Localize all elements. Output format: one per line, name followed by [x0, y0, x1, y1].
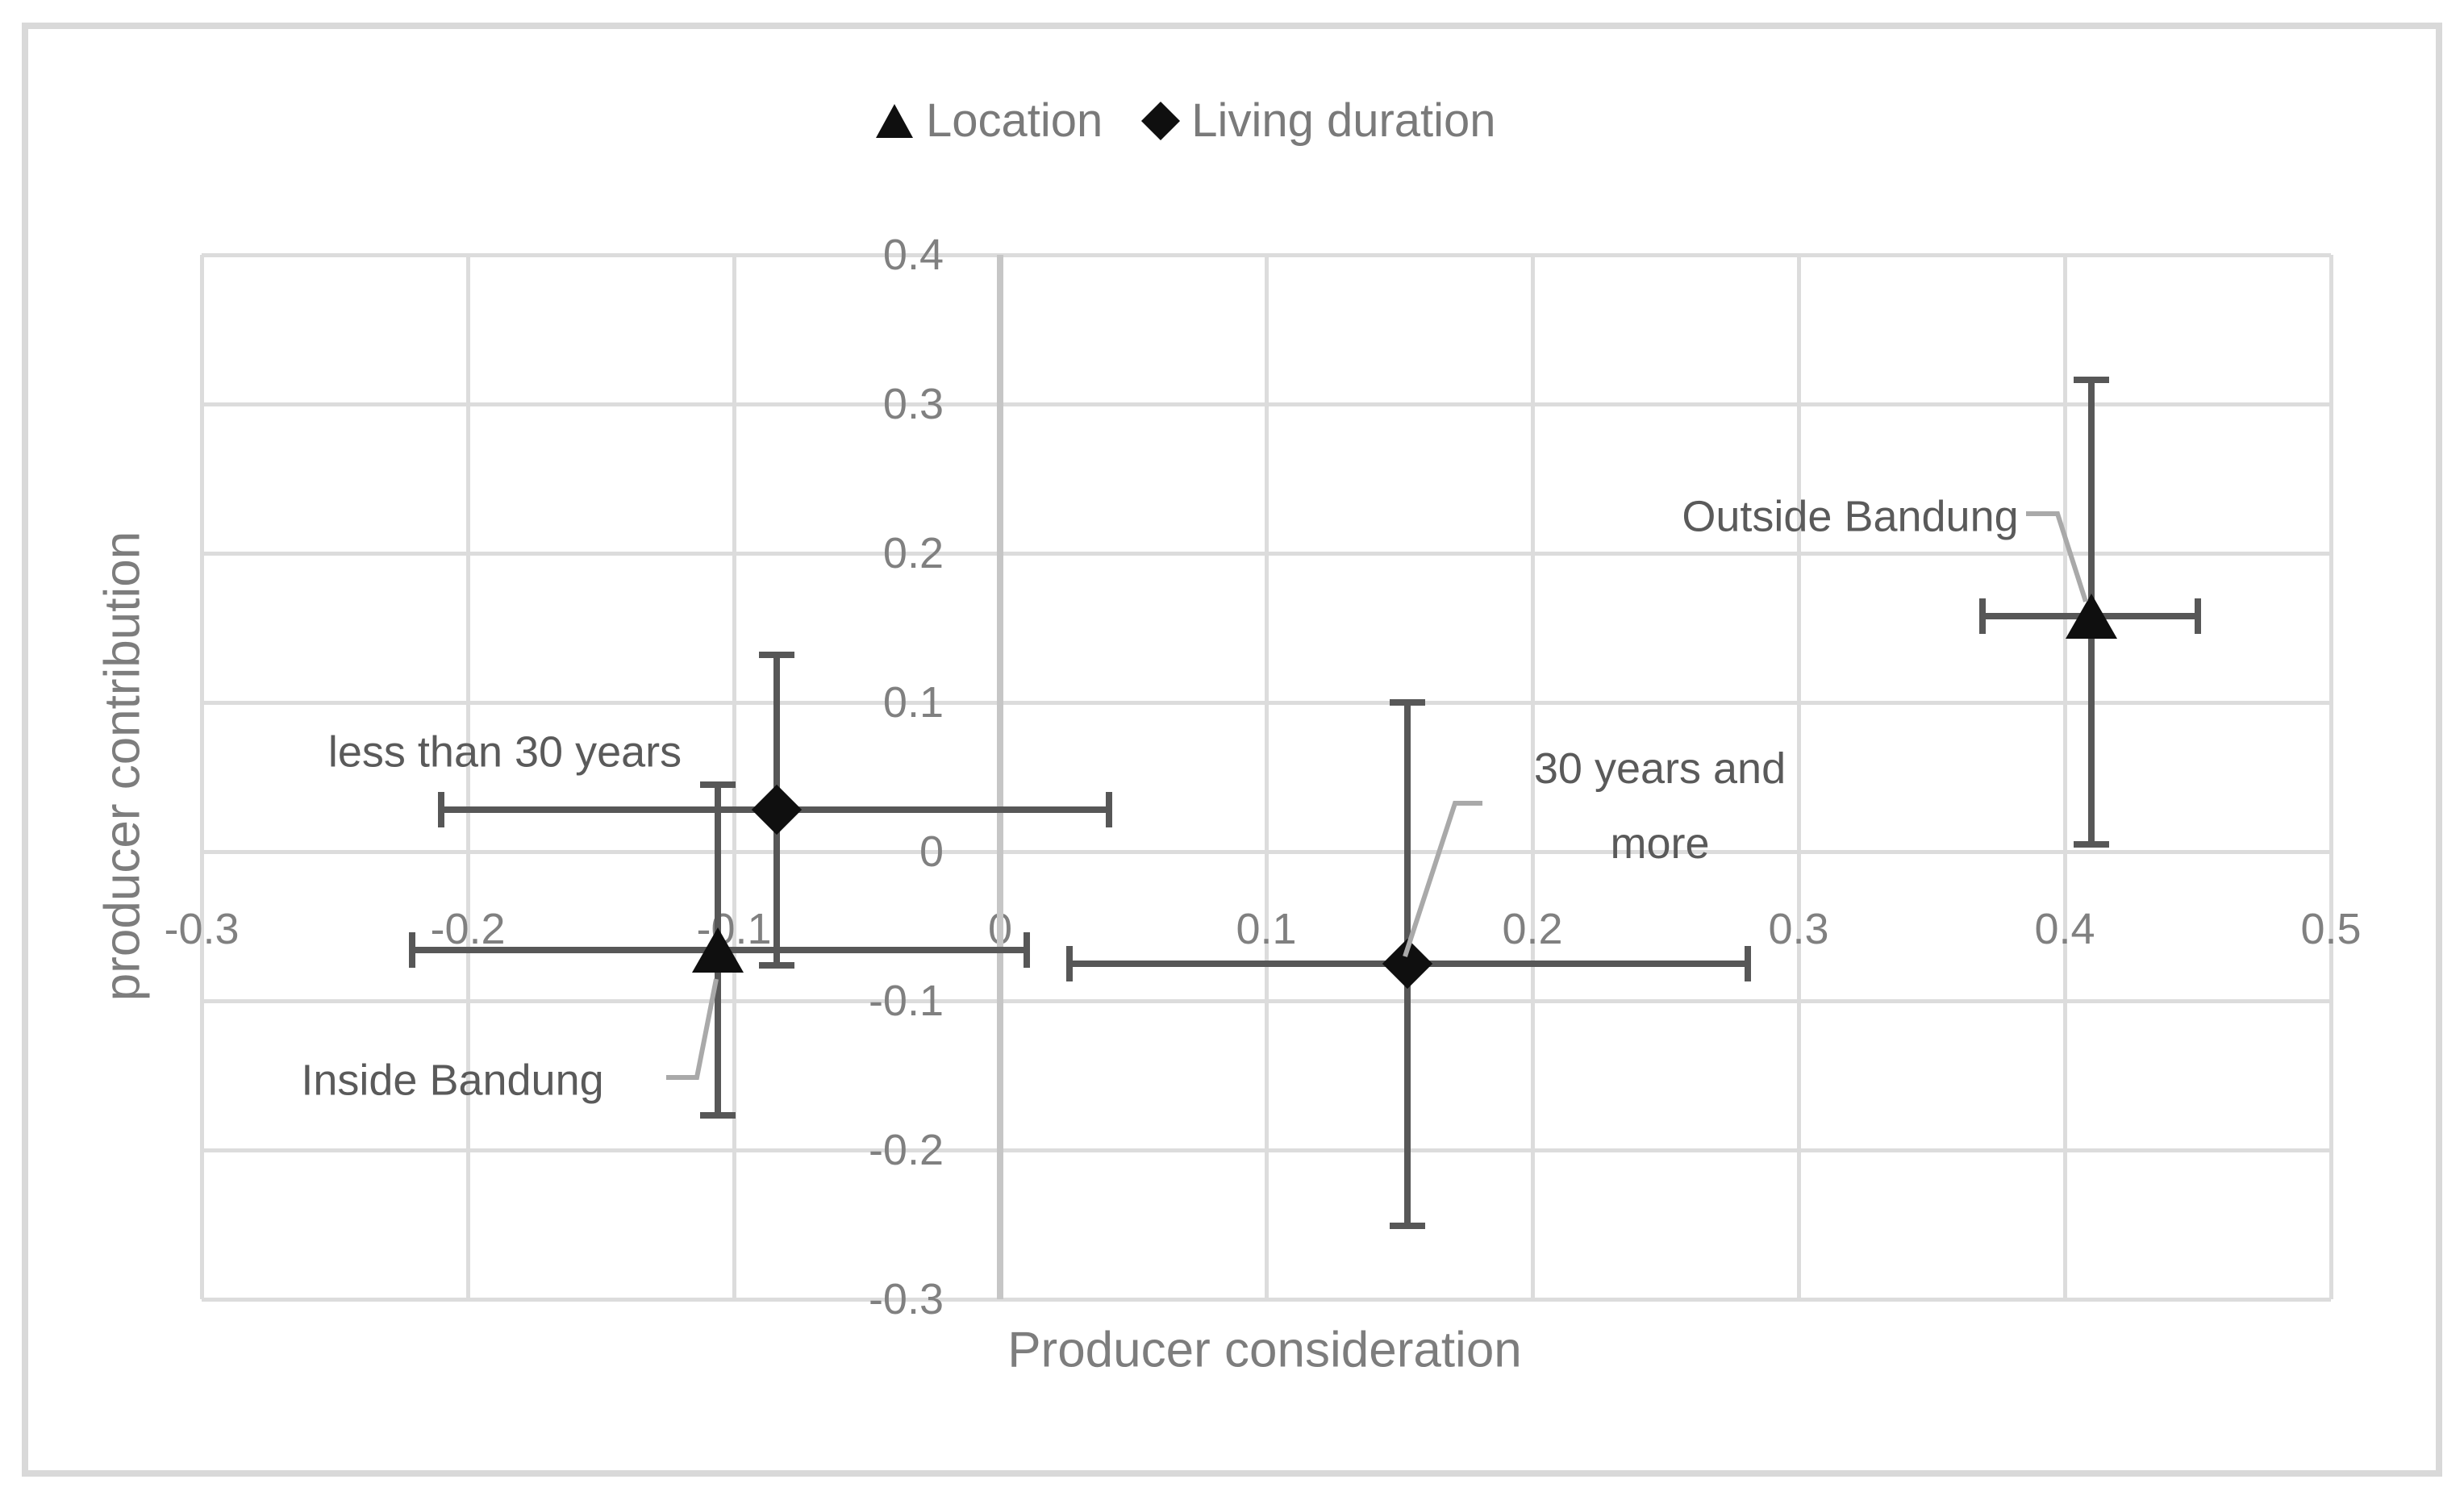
- error-bar-cap: [2195, 598, 2201, 634]
- annotation-label: 30 years and more: [1533, 744, 1787, 868]
- legend-item-living-duration: Living duration: [1141, 94, 1496, 147]
- y-tick-label: -0.1: [868, 977, 944, 1025]
- error-bar-cap: [700, 1112, 736, 1119]
- error-bar-cap: [758, 961, 794, 969]
- x-gridline: [1264, 255, 1269, 1299]
- x-tick-label: 0.4: [2034, 905, 2095, 953]
- y-gridline: [202, 1297, 2331, 1302]
- y-gridline: [202, 849, 2331, 854]
- y-gridline: [202, 252, 2331, 257]
- legend-item-location: Location: [876, 95, 1103, 147]
- y-axis-title: producer contribution: [94, 531, 151, 1002]
- x-tick-label: 0.5: [2300, 905, 2362, 953]
- x-gridline: [732, 255, 736, 1299]
- x-axis-title: Producer consideration: [1007, 1322, 1522, 1378]
- x-tick-label: -0.3: [164, 905, 240, 953]
- y-tick-label: 0.2: [882, 529, 944, 577]
- diamond-marker-icon: [1141, 101, 1181, 141]
- y-gridline: [202, 1148, 2331, 1152]
- x-gridline: [199, 255, 204, 1299]
- error-bar-cap: [1024, 932, 1030, 969]
- x-gridline: [1530, 255, 1535, 1299]
- error-bar-cap: [758, 651, 794, 658]
- error-bar-cap: [1065, 945, 1073, 981]
- x-tick-label: 0.1: [1236, 905, 1297, 953]
- y-tick-label: 0.1: [882, 678, 944, 727]
- x-gridline: [2062, 255, 2067, 1299]
- y-axis-zero-line: [997, 255, 1003, 1299]
- data-point-marker-triangle: [2066, 593, 2117, 639]
- chart-border: [22, 23, 2442, 1477]
- x-tick-label: -0.2: [430, 905, 506, 953]
- legend: Location Living duration: [876, 95, 1496, 147]
- annotation-label: Outside Bandung: [1682, 492, 2019, 541]
- y-gridline: [202, 402, 2331, 406]
- error-bar-cap: [700, 781, 736, 788]
- y-gridline: [202, 551, 2331, 556]
- x-tick-label: 0.2: [1502, 905, 1563, 953]
- x-tick-label: 0.3: [1768, 905, 1829, 953]
- error-bar-cap: [1389, 699, 1425, 706]
- y-tick-label: 0.4: [882, 231, 944, 279]
- error-bar-cap: [1745, 945, 1752, 981]
- annotation-label: less than 30 years: [327, 727, 682, 777]
- error-bar-cap: [438, 792, 444, 828]
- y-gridline: [202, 998, 2331, 1003]
- legend-label-living-duration: Living duration: [1191, 94, 1496, 147]
- x-gridline: [1796, 255, 1801, 1299]
- x-gridline: [465, 255, 470, 1299]
- error-bar-cap: [2074, 840, 2109, 848]
- triangle-marker-icon: [876, 104, 913, 138]
- annotation-label: Inside Bandung: [301, 1056, 604, 1105]
- y-tick-label: -0.2: [868, 1126, 944, 1174]
- error-bar-cap: [408, 932, 415, 969]
- legend-label-location: Location: [926, 94, 1103, 147]
- data-point-marker-triangle: [692, 927, 744, 973]
- y-tick-label: 0: [919, 827, 944, 876]
- x-gridline: [2329, 255, 2333, 1299]
- y-gridline: [202, 700, 2331, 705]
- y-tick-label: -0.3: [868, 1275, 944, 1323]
- error-bar-cap: [1389, 1223, 1425, 1230]
- error-bar-cap: [1106, 792, 1113, 828]
- error-bar-cap: [2074, 377, 2109, 384]
- y-tick-label: 0.3: [882, 380, 944, 428]
- error-bar-cap: [1978, 598, 1986, 634]
